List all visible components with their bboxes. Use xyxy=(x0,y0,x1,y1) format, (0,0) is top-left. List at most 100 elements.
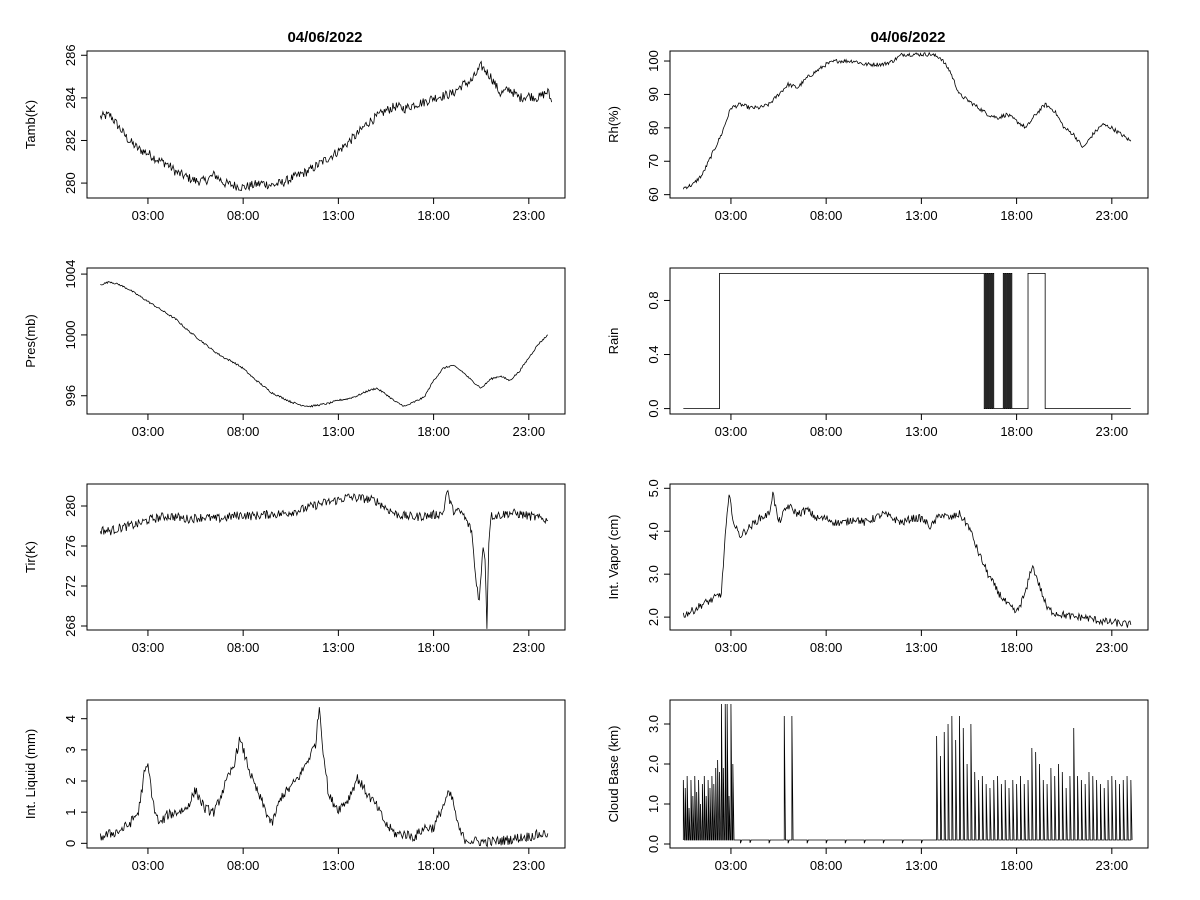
series-line xyxy=(100,280,549,408)
panel-8: 03:00 08:00 13:00 18:00 23:00 0.0 1.0 2.0 3.0 Clo… xyxy=(606,699,1149,873)
x-tick-label: 03:00 xyxy=(715,858,748,873)
y-axis-label: Rh(%) xyxy=(606,106,621,143)
x-tick-label: 23:00 xyxy=(1096,858,1129,873)
x-tick-label: 08:00 xyxy=(810,858,843,873)
x-tick-label: 18:00 xyxy=(1000,208,1033,223)
x-tick-label: 08:00 xyxy=(227,858,260,873)
y-tick-label: 100 xyxy=(646,50,661,72)
series-line xyxy=(99,707,549,848)
panel-2: 03:00 08:00 13:00 18:00 23:00 60 70 80 90 100 Rh(%… xyxy=(606,50,1149,223)
x-tick-label: 03:00 xyxy=(715,424,748,439)
x-tick-label: 23:00 xyxy=(513,208,546,223)
y-tick-label: 276 xyxy=(63,535,78,557)
plot-frame xyxy=(669,267,1149,415)
plot-frame xyxy=(669,483,1149,631)
plot-frame xyxy=(86,483,566,631)
y-tick-label: 996 xyxy=(63,385,78,407)
y-tick-label: 282 xyxy=(63,130,78,152)
y-tick-label: 280 xyxy=(63,172,78,194)
x-tick-label: 18:00 xyxy=(1000,424,1033,439)
y-tick-label: 80 xyxy=(646,121,661,135)
panel-5: 03:00 08:00 13:00 18:00 23:00 268 272 276 280 Tir… xyxy=(23,483,566,655)
x-tick-label: 08:00 xyxy=(227,640,260,655)
y-axis-label: Int. Vapor (cm) xyxy=(606,514,621,599)
y-tick-label: 3.0 xyxy=(646,715,661,733)
y-tick-label: 2.0 xyxy=(646,755,661,773)
y-tick-label: 0.8 xyxy=(646,291,661,309)
y-tick-label: 2.0 xyxy=(646,608,661,626)
y-tick-label: 286 xyxy=(63,44,78,66)
x-tick-label: 13:00 xyxy=(905,208,938,223)
x-tick-label: 13:00 xyxy=(322,208,355,223)
x-tick-label: 13:00 xyxy=(322,640,355,655)
y-axis-label: Pres(mb) xyxy=(23,314,38,367)
panel-1: 03:00 08:00 13:00 18:00 23:00 280 282 284 286 Tam… xyxy=(23,44,566,223)
x-tick-label: 13:00 xyxy=(905,640,938,655)
x-tick-label: 13:00 xyxy=(322,858,355,873)
y-tick-label: 3 xyxy=(63,746,78,753)
x-tick-label: 08:00 xyxy=(810,640,843,655)
x-tick-label: 03:00 xyxy=(715,208,748,223)
x-tick-label: 18:00 xyxy=(417,858,450,873)
panels: 03:00 08:00 13:00 18:00 23:00280282284286Tam… xyxy=(23,44,1149,873)
series-line xyxy=(682,51,1132,190)
plot-frame xyxy=(86,267,566,415)
panel-4: 03:00 08:00 13:00 18:00 23:00 0.0 0.4 0.8 Rain xyxy=(606,267,1149,439)
x-tick-label: 13:00 xyxy=(905,858,938,873)
x-tick-label: 13:00 xyxy=(905,424,938,439)
y-tick-label: 5.0 xyxy=(646,479,661,497)
y-axis-label: Rain xyxy=(606,328,621,355)
y-tick-label: 1000 xyxy=(63,320,78,349)
plot-frame xyxy=(86,50,566,199)
x-tick-label: 13:00 xyxy=(322,424,355,439)
series-line xyxy=(682,491,1132,628)
y-tick-label: 0.0 xyxy=(646,400,661,418)
y-tick-label: 268 xyxy=(63,615,78,637)
x-tick-label: 23:00 xyxy=(513,424,546,439)
y-tick-label: 4 xyxy=(63,715,78,722)
y-tick-label: 0.4 xyxy=(646,345,661,363)
y-tick-label: 60 xyxy=(646,187,661,201)
x-tick-label: 18:00 xyxy=(417,640,450,655)
x-tick-label: 18:00 xyxy=(1000,858,1033,873)
y-tick-label: 280 xyxy=(63,495,78,517)
series-line xyxy=(99,60,553,192)
y-tick-label: 70 xyxy=(646,154,661,168)
y-tick-label: 1.0 xyxy=(646,795,661,813)
x-tick-label: 03:00 xyxy=(132,424,165,439)
right-title: 04/06/2022 xyxy=(870,29,945,46)
y-axis-label: Int. Liquid (mm) xyxy=(23,729,38,819)
y-tick-label: 1004 xyxy=(63,260,78,289)
x-tick-label: 18:00 xyxy=(417,208,450,223)
y-tick-label: 3.0 xyxy=(646,565,661,583)
plot-frame xyxy=(669,50,1149,199)
series-line xyxy=(99,489,549,629)
x-tick-label: 23:00 xyxy=(1096,640,1129,655)
x-tick-label: 23:00 xyxy=(1096,208,1129,223)
series-line xyxy=(682,703,1133,844)
x-tick-label: 18:00 xyxy=(1000,640,1033,655)
x-tick-label: 08:00 xyxy=(227,424,260,439)
series-line xyxy=(683,273,1131,409)
x-tick-label: 03:00 xyxy=(715,640,748,655)
x-tick-label: 08:00 xyxy=(227,208,260,223)
x-tick-label: 23:00 xyxy=(513,640,546,655)
y-axis-label: Cloud Base (km) xyxy=(606,726,621,823)
y-tick-label: 2 xyxy=(63,777,78,784)
y-tick-label: 272 xyxy=(63,575,78,597)
plot-frame xyxy=(669,699,1149,849)
plot-frame xyxy=(86,699,566,849)
x-tick-label: 08:00 xyxy=(810,424,843,439)
y-tick-label: 90 xyxy=(646,87,661,101)
y-axis-label: Tamb(K) xyxy=(23,100,38,149)
panel-7: 03:00 08:00 13:00 18:00 23:00 0 1 2 3 4 Int. Liqui… xyxy=(23,699,566,873)
panel-6: 03:00 08:00 13:00 18:00 23:00 2.0 3.0 4.0 5.0 Int… xyxy=(606,479,1149,655)
left-title: 04/06/2022 xyxy=(287,29,362,46)
y-tick-label: 1 xyxy=(63,809,78,816)
y-tick-label: 0 xyxy=(63,840,78,847)
x-tick-label: 18:00 xyxy=(417,424,450,439)
x-tick-label: 23:00 xyxy=(1096,424,1129,439)
x-tick-label: 03:00 xyxy=(132,208,165,223)
